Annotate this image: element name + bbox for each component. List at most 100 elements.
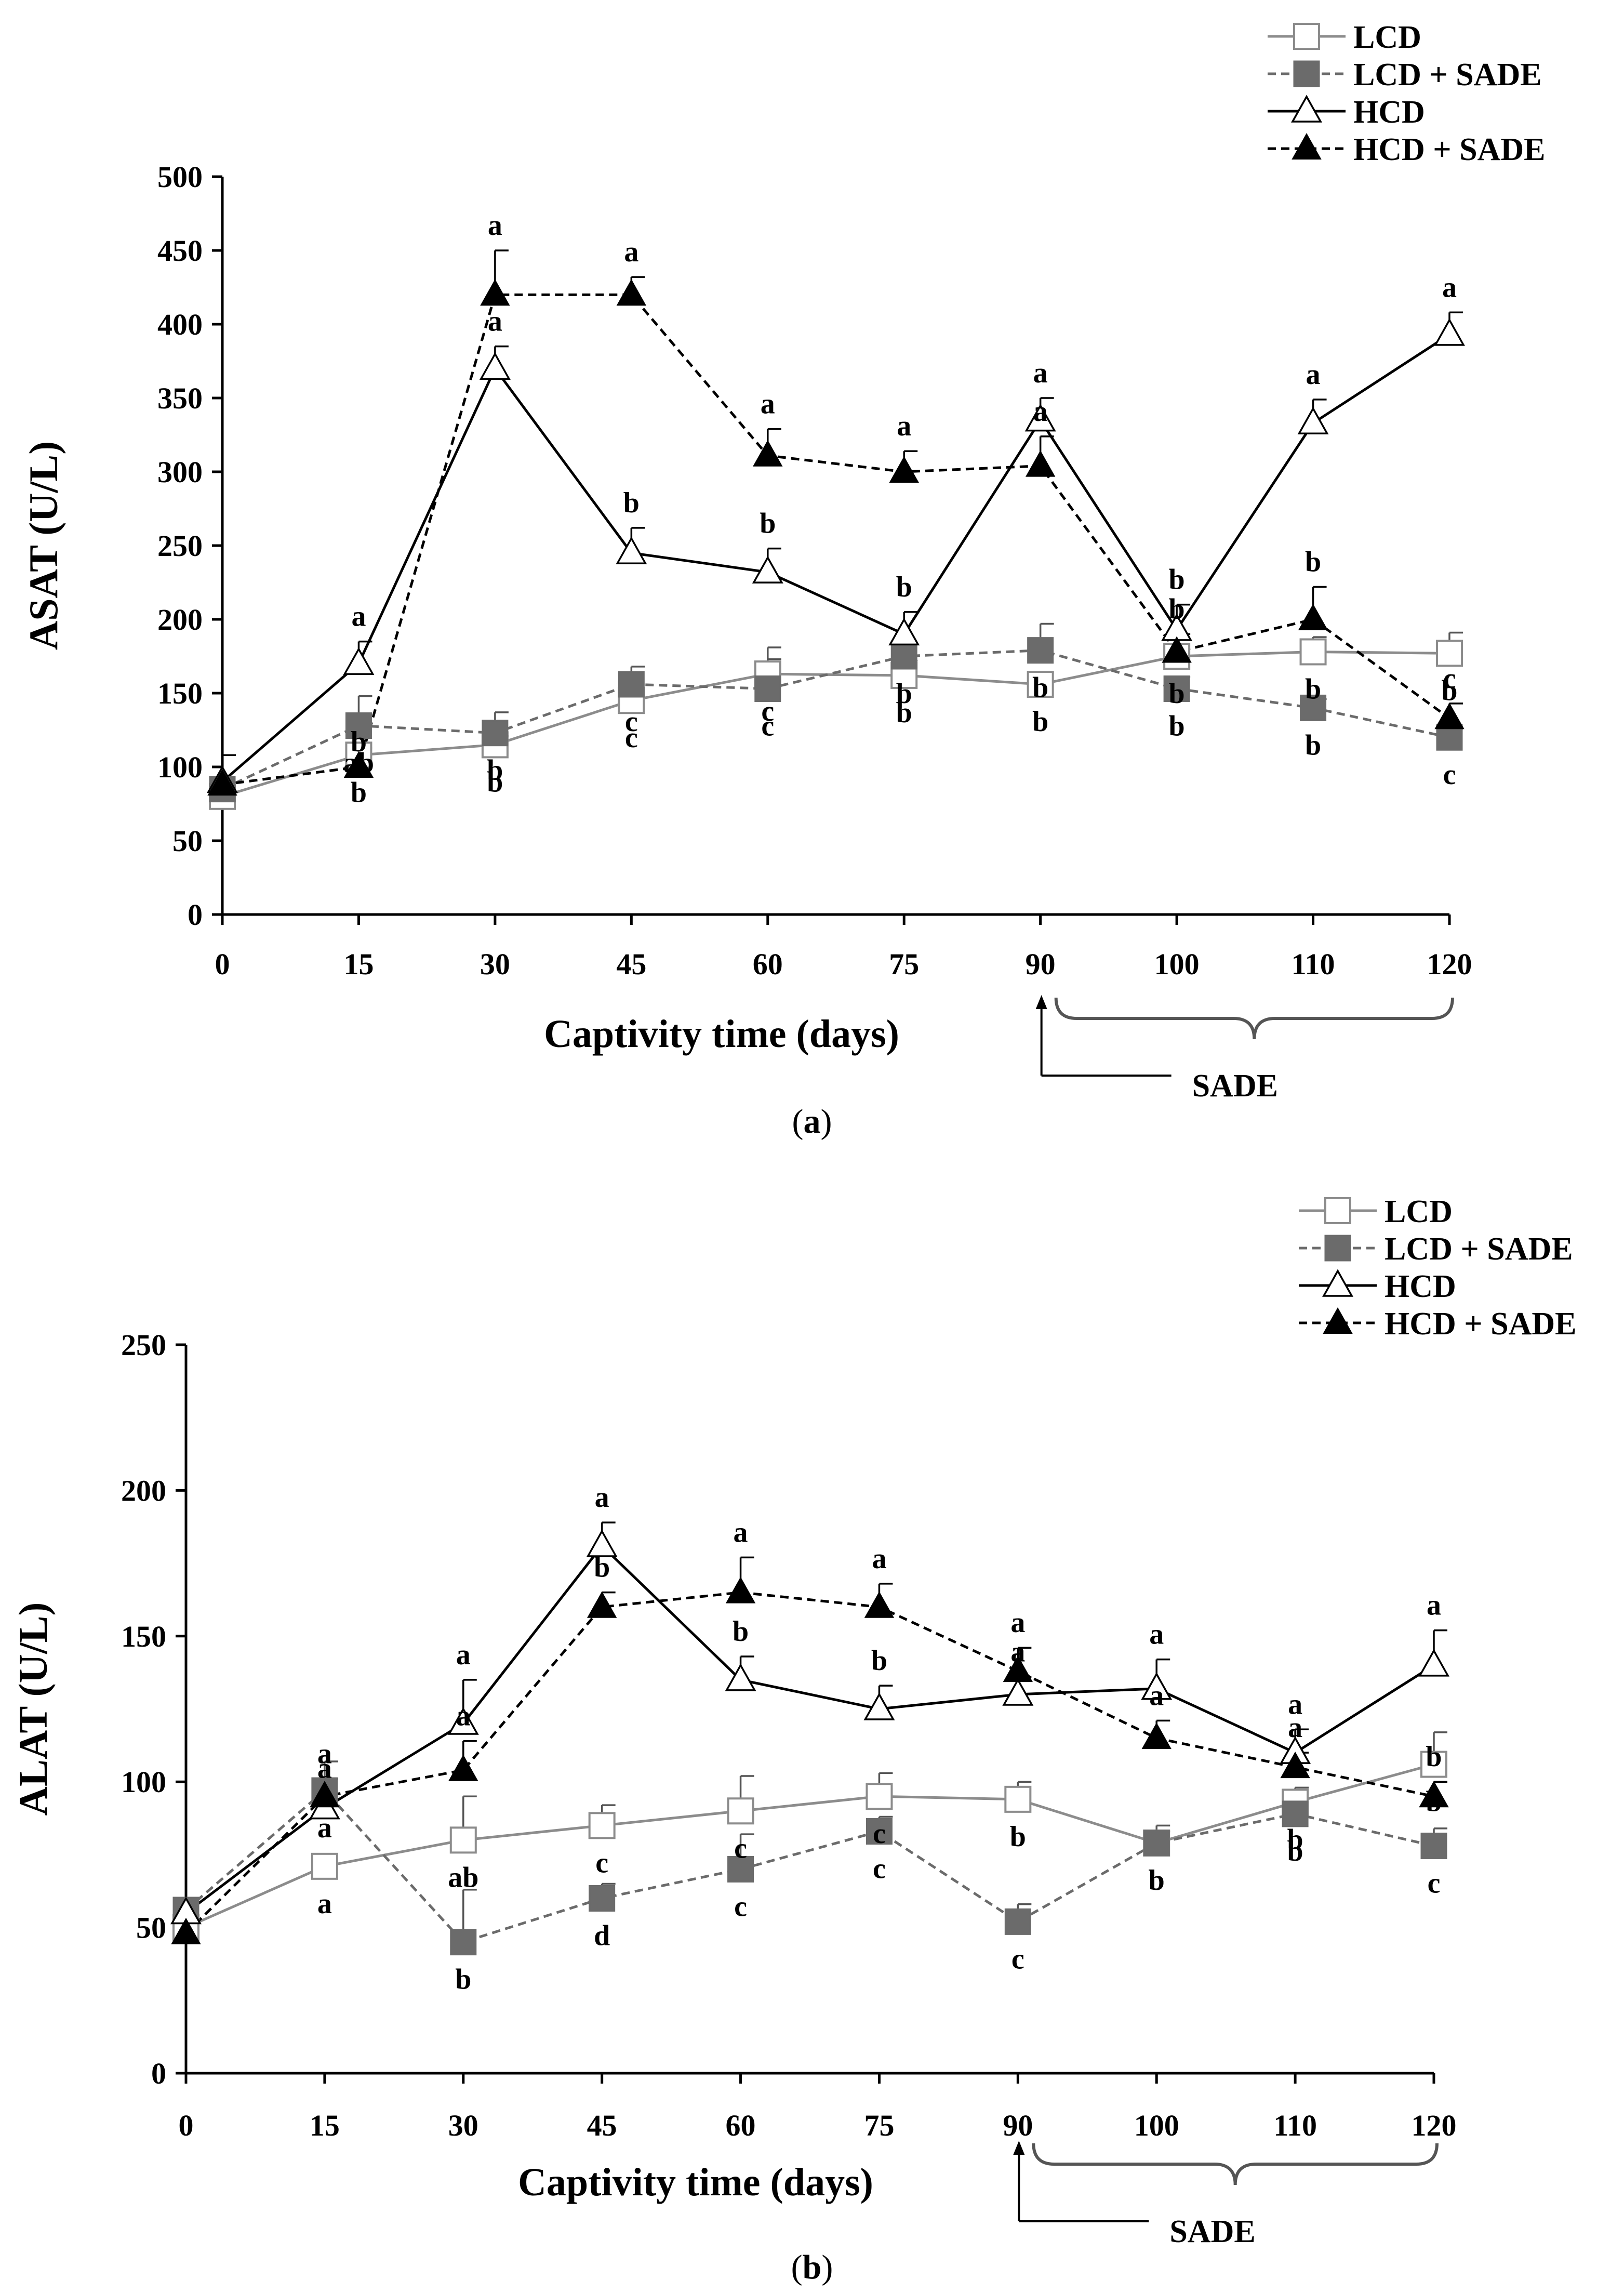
legend-marker	[1322, 1269, 1353, 1297]
data-point	[310, 1781, 340, 1808]
significance-label: a	[488, 209, 502, 242]
data-point	[888, 617, 920, 646]
significance-label: b	[1169, 678, 1185, 710]
data-point	[864, 1591, 895, 1618]
data-point	[1280, 1752, 1310, 1779]
y-tick-label: 50	[172, 824, 203, 858]
data-point	[345, 712, 372, 739]
y-tick-label: 100	[157, 750, 203, 784]
y-tick-label: 350	[157, 381, 203, 415]
data-point	[863, 1692, 895, 1720]
significance-label: a	[317, 1888, 332, 1920]
data-point	[1004, 1785, 1032, 1813]
data-point	[725, 1663, 756, 1691]
significance-label: a	[351, 601, 366, 633]
significance-label: a	[1288, 1712, 1302, 1744]
series-line-lcd-sade	[185, 1788, 1434, 1944]
significance-label: c	[734, 1832, 747, 1864]
significance-label: a	[1033, 395, 1048, 428]
significance-label: c	[1443, 759, 1456, 791]
significance-label: a	[317, 1738, 332, 1770]
legend-entry: LCD	[1353, 20, 1421, 55]
significance-label: b	[1149, 1864, 1165, 1897]
data-point	[1143, 1830, 1170, 1857]
data-point	[866, 1783, 893, 1810]
y-tick-label: 400	[157, 308, 203, 341]
x-tick-label: 45	[616, 947, 646, 981]
data-point	[1282, 1800, 1309, 1827]
significance-label: b	[896, 571, 912, 603]
series-line-hcd-sade	[222, 293, 1450, 786]
x-tick-label: 90	[1026, 947, 1056, 981]
legend-marker	[1293, 60, 1320, 87]
y-tick-label: 50	[136, 1911, 166, 1945]
significance-label: c	[873, 1853, 886, 1885]
significance-label: a	[456, 1700, 471, 1732]
legend-entry: HCD	[1385, 1269, 1456, 1304]
significance-label: b	[487, 754, 503, 787]
data-point	[447, 1707, 479, 1735]
x-tick-label: 90	[1003, 2109, 1033, 2142]
data-point	[448, 1754, 478, 1781]
significance-label: b	[1287, 1823, 1303, 1855]
significance-label: d	[594, 1920, 610, 1952]
significance-label: a	[897, 410, 911, 442]
legend-marker	[1292, 132, 1322, 160]
significance-label: c	[761, 710, 774, 742]
x-tick-label: 30	[480, 947, 510, 981]
data-point	[752, 555, 783, 584]
data-point	[207, 769, 237, 796]
data-point	[311, 1852, 338, 1880]
data-point	[1419, 1781, 1449, 1808]
data-point	[727, 1797, 754, 1825]
data-point	[1418, 1649, 1449, 1677]
x-tick-label: 120	[1427, 947, 1472, 981]
y-tick-label: 250	[121, 1328, 166, 1362]
significance-label: a	[1010, 1607, 1025, 1639]
significance-label: b	[487, 766, 503, 798]
significance-label: ab	[448, 1861, 478, 1893]
treatment-label: SADE	[1192, 1068, 1278, 1104]
significance-label: b	[1287, 1835, 1303, 1867]
significance-label: b	[896, 678, 912, 710]
significance-label: a	[317, 1812, 332, 1844]
data-point	[1300, 694, 1327, 721]
data-point	[450, 1929, 477, 1956]
significance-label: b	[1305, 546, 1321, 578]
legend-marker	[1291, 95, 1322, 123]
x-tick-label: 75	[889, 947, 919, 981]
x-tick-label: 0	[179, 2109, 194, 2142]
significance-label: b	[1032, 672, 1048, 704]
y-tick-label: 200	[121, 1474, 166, 1507]
y-tick-label: 500	[157, 160, 203, 194]
data-point	[1003, 1655, 1033, 1682]
data-point	[1141, 1672, 1173, 1700]
significance-label: b	[351, 776, 367, 808]
panel-letter: a	[804, 1103, 821, 1141]
x-tick-label: 15	[310, 2109, 340, 2142]
arrow-head-icon	[1013, 2141, 1025, 2155]
significance-label: b	[1426, 1741, 1442, 1773]
data-point	[1434, 318, 1465, 346]
panel-paren: (	[791, 2248, 803, 2286]
significance-label: a	[1149, 1619, 1164, 1651]
data-point	[616, 536, 647, 564]
significance-label: a	[1427, 1589, 1441, 1622]
x-axis-title: Captivity time (days)	[518, 2161, 873, 2204]
data-point	[587, 1591, 617, 1618]
legend-entry: HCD + SADE	[1385, 1306, 1577, 1342]
significance-label: a	[1306, 359, 1321, 391]
data-point	[343, 647, 375, 675]
significance-label: c	[625, 722, 638, 754]
y-tick-label: 150	[121, 1620, 166, 1653]
significance-label: b	[1441, 674, 1457, 707]
legend-entry: LCD + SADE	[1385, 1231, 1573, 1267]
y-axis-title: ASAT (U/L)	[21, 441, 66, 650]
significance-label: c	[1011, 1943, 1024, 1975]
data-point	[754, 675, 781, 702]
data-point	[753, 440, 783, 467]
significance-label: a	[456, 1639, 471, 1671]
y-tick-label: 0	[151, 2057, 166, 2090]
data-point	[1298, 603, 1328, 630]
